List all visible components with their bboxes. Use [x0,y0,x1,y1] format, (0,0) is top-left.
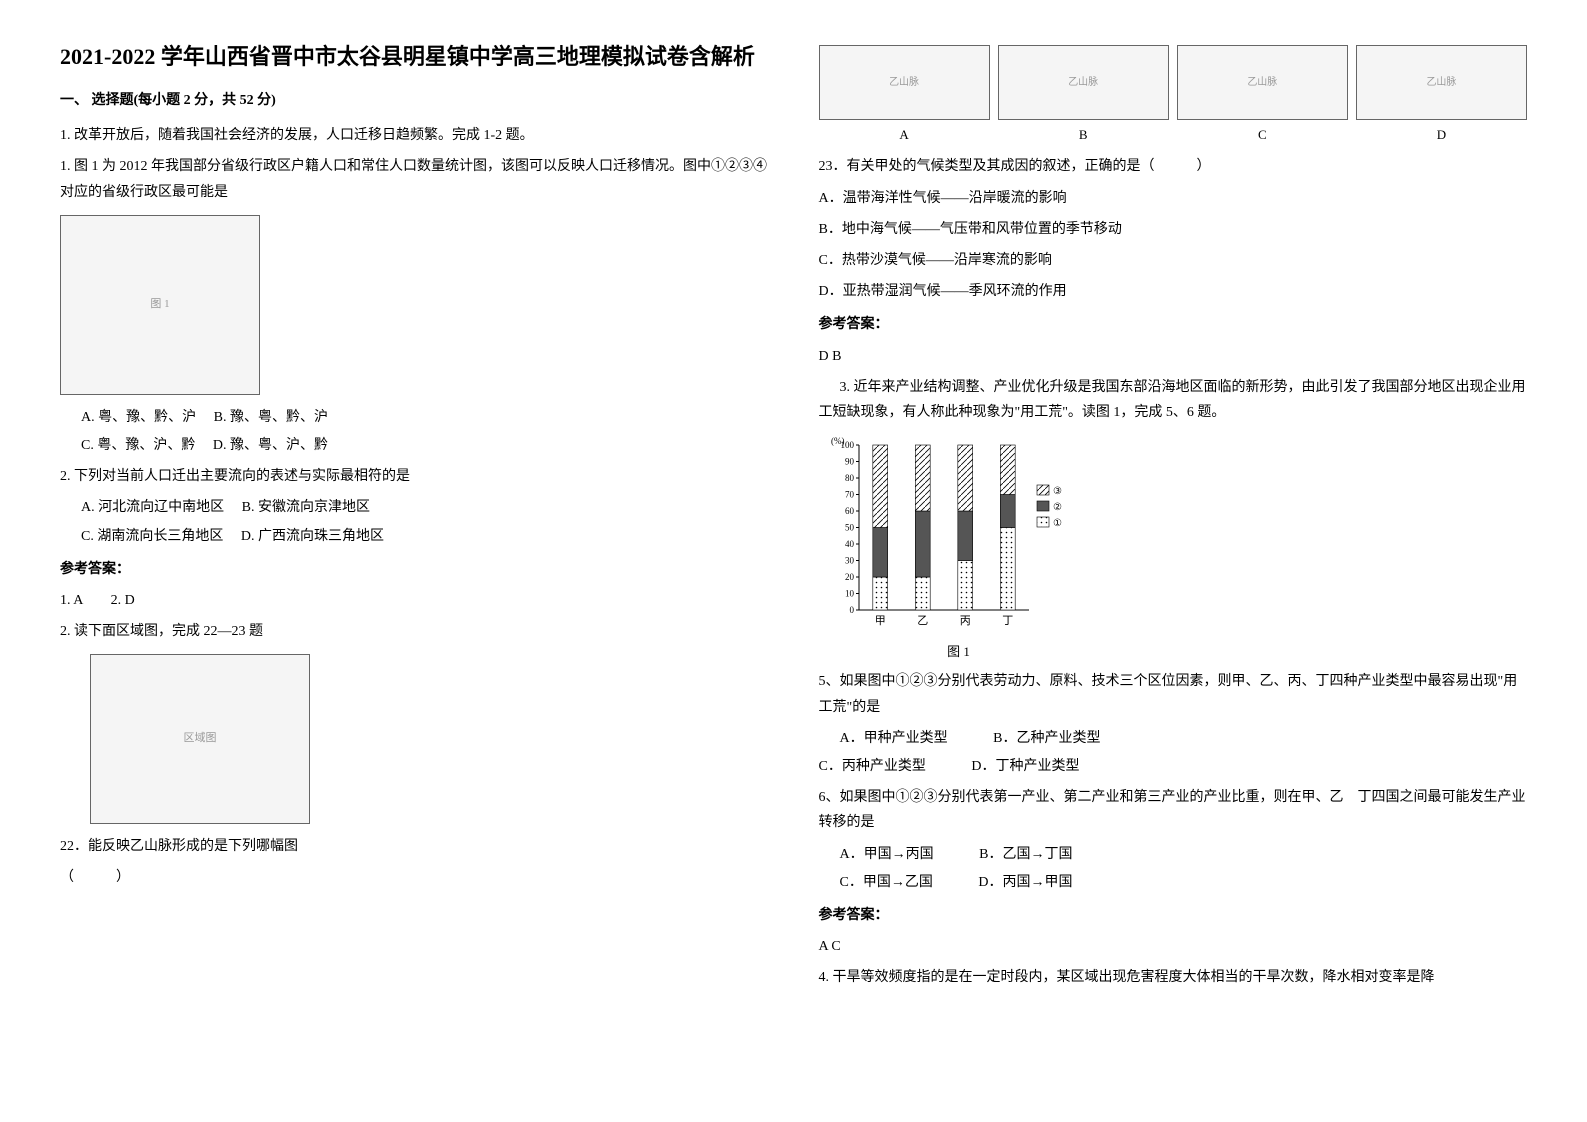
panel-d: 乙山脉 D [1356,45,1527,146]
q1-opt-a: A. 粤、豫、黔、沪 [81,410,196,425]
q1-opt-b: B. 豫、粤、黔、沪 [214,410,328,425]
q12-answer: 1. A 2. D [60,588,769,613]
q2-options: A. 河北流向辽中南地区 B. 安徽流向京津地区 C. 湖南流向长三角地区 D.… [81,495,769,548]
qset2-intro: 2. 读下面区域图，完成 22—23 题 [60,619,769,644]
q6-opt-c: C．甲国→乙国 [840,875,933,890]
svg-text:丙: 丙 [959,615,970,627]
panel-d-mountain: 乙山脉 [1426,74,1456,92]
svg-text:0: 0 [849,605,854,615]
right-column: 乙山脉 A 乙山脉 B 乙山脉 C 乙山脉 D [819,40,1528,997]
q2-opt-a: A. 河北流向辽中南地区 [81,500,224,515]
panel-c-label: C [1258,123,1267,146]
panel-b-mountain: 乙山脉 [1068,74,1098,92]
exam-title: 2021-2022 学年山西省晋中市太谷县明星镇中学高三地理模拟试卷含解析 [60,40,769,73]
panel-a: 乙山脉 A [819,45,990,146]
panel-b-label: B [1079,123,1088,146]
map-label: 区域图 [184,729,217,749]
svg-text:80: 80 [845,473,855,483]
q2-opt-d: D. 广西流向珠三角地区 [241,529,384,544]
panel-d-label: D [1437,123,1446,146]
q4-text: 4. 干旱等效频度指的是在一定时段内，某区域出现危害程度大体相当的干旱次数，降水… [819,965,1528,990]
q1-options: A. 粤、豫、黔、沪 B. 豫、粤、黔、沪 C. 粤、豫、沪、黔 D. 豫、粤、… [81,405,769,458]
q23-opt-a: A．温带海洋性气候——沿岸暖流的影响 [819,186,1528,211]
panel-b: 乙山脉 B [998,45,1169,146]
q5-opt-c: C．丙种产业类型 [819,759,926,774]
q23-answer-label: 参考答案： [819,312,1528,337]
q5-text: 5、如果图中①②③分别代表劳动力、原料、技术三个区位因素，则甲、乙、丙、丁四种产… [819,669,1528,719]
q2-opt-b: B. 安徽流向京津地区 [242,500,370,515]
svg-text:10: 10 [845,589,855,599]
q56-answer-label: 参考答案： [819,903,1528,928]
q22-text: 22．能反映乙山脉形成的是下列哪幅图 [60,834,769,859]
q1-opt-c: C. 粤、豫、沪、黔 [81,438,195,453]
svg-text:②: ② [1053,502,1062,513]
left-column: 2021-2022 学年山西省晋中市太谷县明星镇中学高三地理模拟试卷含解析 一、… [60,40,769,997]
svg-text:20: 20 [845,572,855,582]
svg-text:50: 50 [845,523,855,533]
q1-text: 1. 图 1 为 2012 年我国部分省级行政区户籍人口和常住人口数量统计图，该… [60,154,769,204]
q3-intro: 3. 近年来产业结构调整、产业优化升级是我国东部沿海地区面临的新形势，由此引发了… [819,375,1528,425]
svg-text:①: ① [1053,518,1062,529]
four-panel-diagrams: 乙山脉 A 乙山脉 B 乙山脉 C 乙山脉 D [819,45,1528,146]
svg-text:70: 70 [845,490,855,500]
q6-options: A．甲国→丙国 B．乙国→丁国 C．甲国→乙国 D．丙国→甲国 [840,842,1528,895]
q2-opt-c: C. 湖南流向长三角地区 [81,529,223,544]
svg-text:乙: 乙 [917,614,928,627]
q2-text: 2. 下列对当前人口迁出主要流向的表述与实际最相符的是 [60,464,769,489]
q12-answer-label: 参考答案： [60,557,769,582]
q5-opt-b: B．乙种产业类型 [993,731,1100,746]
panel-c-mountain: 乙山脉 [1247,74,1277,92]
svg-text:③: ③ [1053,486,1062,497]
panel-a-mountain: 乙山脉 [889,74,919,92]
panel-a-label: A [899,123,908,146]
q5-opt-d: D．丁种产业类型 [971,759,1079,774]
svg-text:甲: 甲 [874,615,885,627]
q6-opt-d: D．丙国→甲国 [978,875,1072,890]
q1-intro: 1. 改革开放后，随着我国社会经济的发展，人口迁移日趋频繁。完成 1-2 题。 [60,123,769,148]
q6-opt-b: B．乙国→丁国 [979,847,1072,862]
q5-opt-a: A．甲种产业类型 [840,731,948,746]
figure-region-map: 区域图 [90,654,310,824]
q22-paren: （ ） [60,865,769,890]
chart-caption: 图 1 [829,640,1089,663]
q6-opt-a: A．甲国→丙国 [840,847,934,862]
svg-text:60: 60 [845,506,855,516]
panel-b-box: 乙山脉 [998,45,1169,120]
panel-a-box: 乙山脉 [819,45,990,120]
q23-text: 23．有关甲处的气候类型及其成因的叙述，正确的是（ ） [819,154,1528,179]
q1-opt-d: D. 豫、粤、沪、黔 [213,438,328,453]
panel-d-box: 乙山脉 [1356,45,1527,120]
fig1-label: 图 1 [150,295,169,315]
q23-opt-d: D．亚热带湿润气候——季风环流的作用 [819,279,1528,304]
svg-text:(%): (%) [831,436,845,446]
stacked-bar-chart: 0102030405060708090100(%)甲乙丙丁③②① [829,435,1089,635]
panel-c: 乙山脉 C [1177,45,1348,146]
q5-options: A．甲种产业类型 B．乙种产业类型 [840,726,1528,751]
q23-opt-c: C．热带沙漠气候——沿岸寒流的影响 [819,248,1528,273]
figure-1-scatter: 图 1 [60,215,260,395]
q56-answer: A C [819,934,1528,959]
q23-opt-b: B．地中海气候——气压带和风带位置的季节移动 [819,217,1528,242]
panel-c-box: 乙山脉 [1177,45,1348,120]
svg-text:40: 40 [845,539,855,549]
svg-text:30: 30 [845,556,855,566]
svg-text:90: 90 [845,457,855,467]
q6-text: 6、如果图中①②③分别代表第一产业、第二产业和第三产业的产业比重，则在甲、乙 丁… [819,785,1528,835]
section1-header: 一、 选择题(每小题 2 分，共 52 分) [60,88,769,113]
svg-text:丁: 丁 [1002,615,1013,627]
q23-answer: D B [819,344,1528,369]
